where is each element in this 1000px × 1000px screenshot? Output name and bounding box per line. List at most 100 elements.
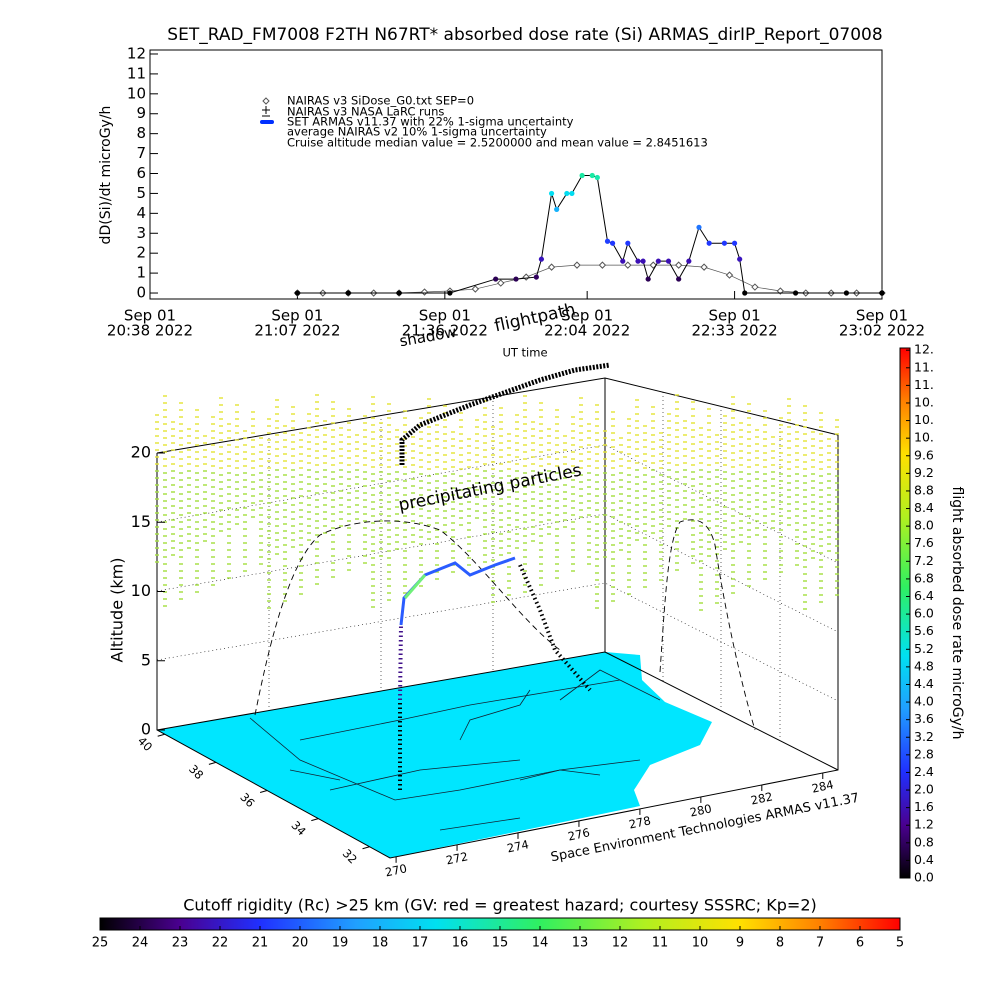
y-tick-label: 6 bbox=[136, 164, 146, 182]
armas-point bbox=[564, 190, 570, 197]
lat-tick-label: 34 bbox=[289, 818, 309, 838]
colorbar-tick-label: 3.2 bbox=[914, 729, 934, 744]
armas-point bbox=[879, 290, 885, 296]
colorbar-tick-label: 9.6 bbox=[914, 447, 934, 462]
armas-point bbox=[579, 172, 585, 179]
colorbar-tick-label: 8.8 bbox=[914, 482, 934, 497]
colorbar-tick-label: 9.2 bbox=[914, 465, 934, 480]
lon-tick-label: 278 bbox=[628, 813, 652, 831]
x-tick-label: 22:33 2022 bbox=[691, 322, 777, 340]
armas-point bbox=[620, 258, 626, 264]
lat-tick bbox=[362, 846, 370, 850]
y-tick-label: 10 bbox=[127, 84, 146, 102]
map-borders bbox=[249, 669, 661, 831]
armas-point bbox=[665, 258, 672, 264]
armas-point bbox=[635, 258, 641, 264]
y-tick-label: 12 bbox=[127, 44, 146, 62]
colorbar-tick-label: 25 bbox=[92, 936, 109, 951]
z-tick-label: 10 bbox=[131, 581, 151, 600]
colorbar-tick-label: 16 bbox=[452, 936, 469, 951]
nairas-point bbox=[420, 288, 429, 296]
series-line bbox=[297, 174, 882, 294]
colorbar-tick-label: 9 bbox=[736, 936, 744, 951]
lat-tick bbox=[157, 733, 165, 737]
y-tick-label: 11 bbox=[127, 64, 146, 82]
armas-point bbox=[548, 190, 555, 197]
nairas-point bbox=[522, 273, 530, 281]
lat-tick bbox=[208, 761, 217, 765]
armas-point bbox=[737, 256, 743, 262]
armas-point bbox=[731, 240, 738, 246]
legend-symbol bbox=[262, 97, 270, 105]
colorbar-tick-label: 11 bbox=[652, 936, 669, 951]
colorbar-tick-label: 6.4 bbox=[914, 588, 934, 603]
colorbar-tick-label: 8 bbox=[776, 936, 784, 951]
colorbar-tick-label: 0.8 bbox=[914, 834, 934, 849]
x-tick-label: Sep 01 bbox=[561, 307, 613, 325]
colorbar-tick-label: 11. bbox=[914, 377, 934, 392]
particle-dashes bbox=[155, 394, 839, 470]
legend-note: NAIRAS v3 NASA LaRC runs bbox=[287, 105, 444, 119]
y-tick-label: 4 bbox=[136, 204, 146, 222]
legend-symbol bbox=[262, 106, 270, 117]
armas-point bbox=[686, 258, 692, 264]
armas-point bbox=[604, 238, 611, 244]
wall-grid bbox=[156, 392, 839, 740]
x-axis-label: UT time bbox=[502, 346, 547, 360]
colorbar bbox=[899, 347, 911, 879]
legend-label: NAIRAS v3 SiDose_G0.txt SEP=0 bbox=[287, 94, 474, 108]
z-tick-label: 5 bbox=[141, 650, 151, 669]
chart-title: SET_RAD_FM7008 F2TH N67RT* absorbed dose… bbox=[167, 25, 882, 45]
plot-frame bbox=[149, 49, 883, 300]
colorbar-tick-label: 13 bbox=[572, 936, 589, 951]
armas-point bbox=[594, 174, 600, 181]
y-tick-label: 3 bbox=[136, 224, 146, 242]
colorbar-tick-label: 8.0 bbox=[914, 518, 934, 533]
lat-tick bbox=[259, 790, 268, 793]
lat-tick-label: 32 bbox=[340, 846, 360, 866]
nairas-point bbox=[700, 263, 708, 271]
armas-point bbox=[640, 258, 646, 264]
armas-point bbox=[513, 276, 519, 282]
y-tick-label: 2 bbox=[136, 244, 146, 262]
lon-tick-label: 282 bbox=[750, 789, 774, 807]
colorbar-tick-label: 5.2 bbox=[914, 641, 934, 656]
x-tick-label: 22:04 2022 bbox=[544, 322, 630, 340]
armas-point bbox=[609, 240, 616, 246]
colorbar-tick-label: 4.4 bbox=[914, 676, 934, 691]
armas-point bbox=[345, 290, 351, 296]
colorbar-tick-label: 22 bbox=[212, 936, 229, 951]
precipitating-particles bbox=[155, 394, 839, 611]
lon-tick-label: 270 bbox=[384, 861, 408, 879]
lon-tick-label: 272 bbox=[445, 849, 469, 867]
colorbar-tick-label: 0.0 bbox=[914, 870, 934, 885]
armas-point bbox=[676, 276, 682, 282]
colorbar-tick-label: 6 bbox=[856, 936, 864, 951]
nairas-point bbox=[624, 261, 632, 269]
colorbar-tick-label: 10. bbox=[914, 412, 934, 427]
y-tick-label: 9 bbox=[136, 104, 146, 122]
x-tick-label: 20:38 2022 bbox=[107, 322, 193, 340]
armas-point bbox=[742, 290, 748, 296]
nairas-point bbox=[547, 263, 556, 271]
armas-point bbox=[706, 240, 712, 246]
lon-tick-label: 280 bbox=[689, 801, 713, 819]
lon-tick-label: 274 bbox=[506, 837, 530, 855]
colorbar-tick-label: 10 bbox=[692, 936, 709, 951]
colorbar-tick-label: 6.0 bbox=[914, 606, 934, 621]
colorbar-tick-label: 12 bbox=[612, 936, 629, 951]
nairas-point bbox=[471, 285, 480, 293]
colorbar-tick-label: 4.0 bbox=[914, 694, 934, 709]
x-tick-label: Sep 01 bbox=[271, 307, 323, 325]
y-axis-label: dD(Si)/dt microGy/h bbox=[98, 106, 114, 245]
armas-point bbox=[792, 290, 799, 296]
colorbar-tick-label: 4.8 bbox=[914, 658, 934, 673]
colorbar-tick-label: 12. bbox=[914, 342, 934, 357]
x-tick-label: Sep 01 bbox=[856, 307, 908, 325]
lon-tick-label: 276 bbox=[567, 825, 591, 843]
lat-tick bbox=[311, 818, 319, 822]
y-tick-label: 0 bbox=[136, 284, 146, 302]
armas-point bbox=[533, 274, 539, 280]
x-tick-label: Sep 01 bbox=[124, 307, 176, 325]
